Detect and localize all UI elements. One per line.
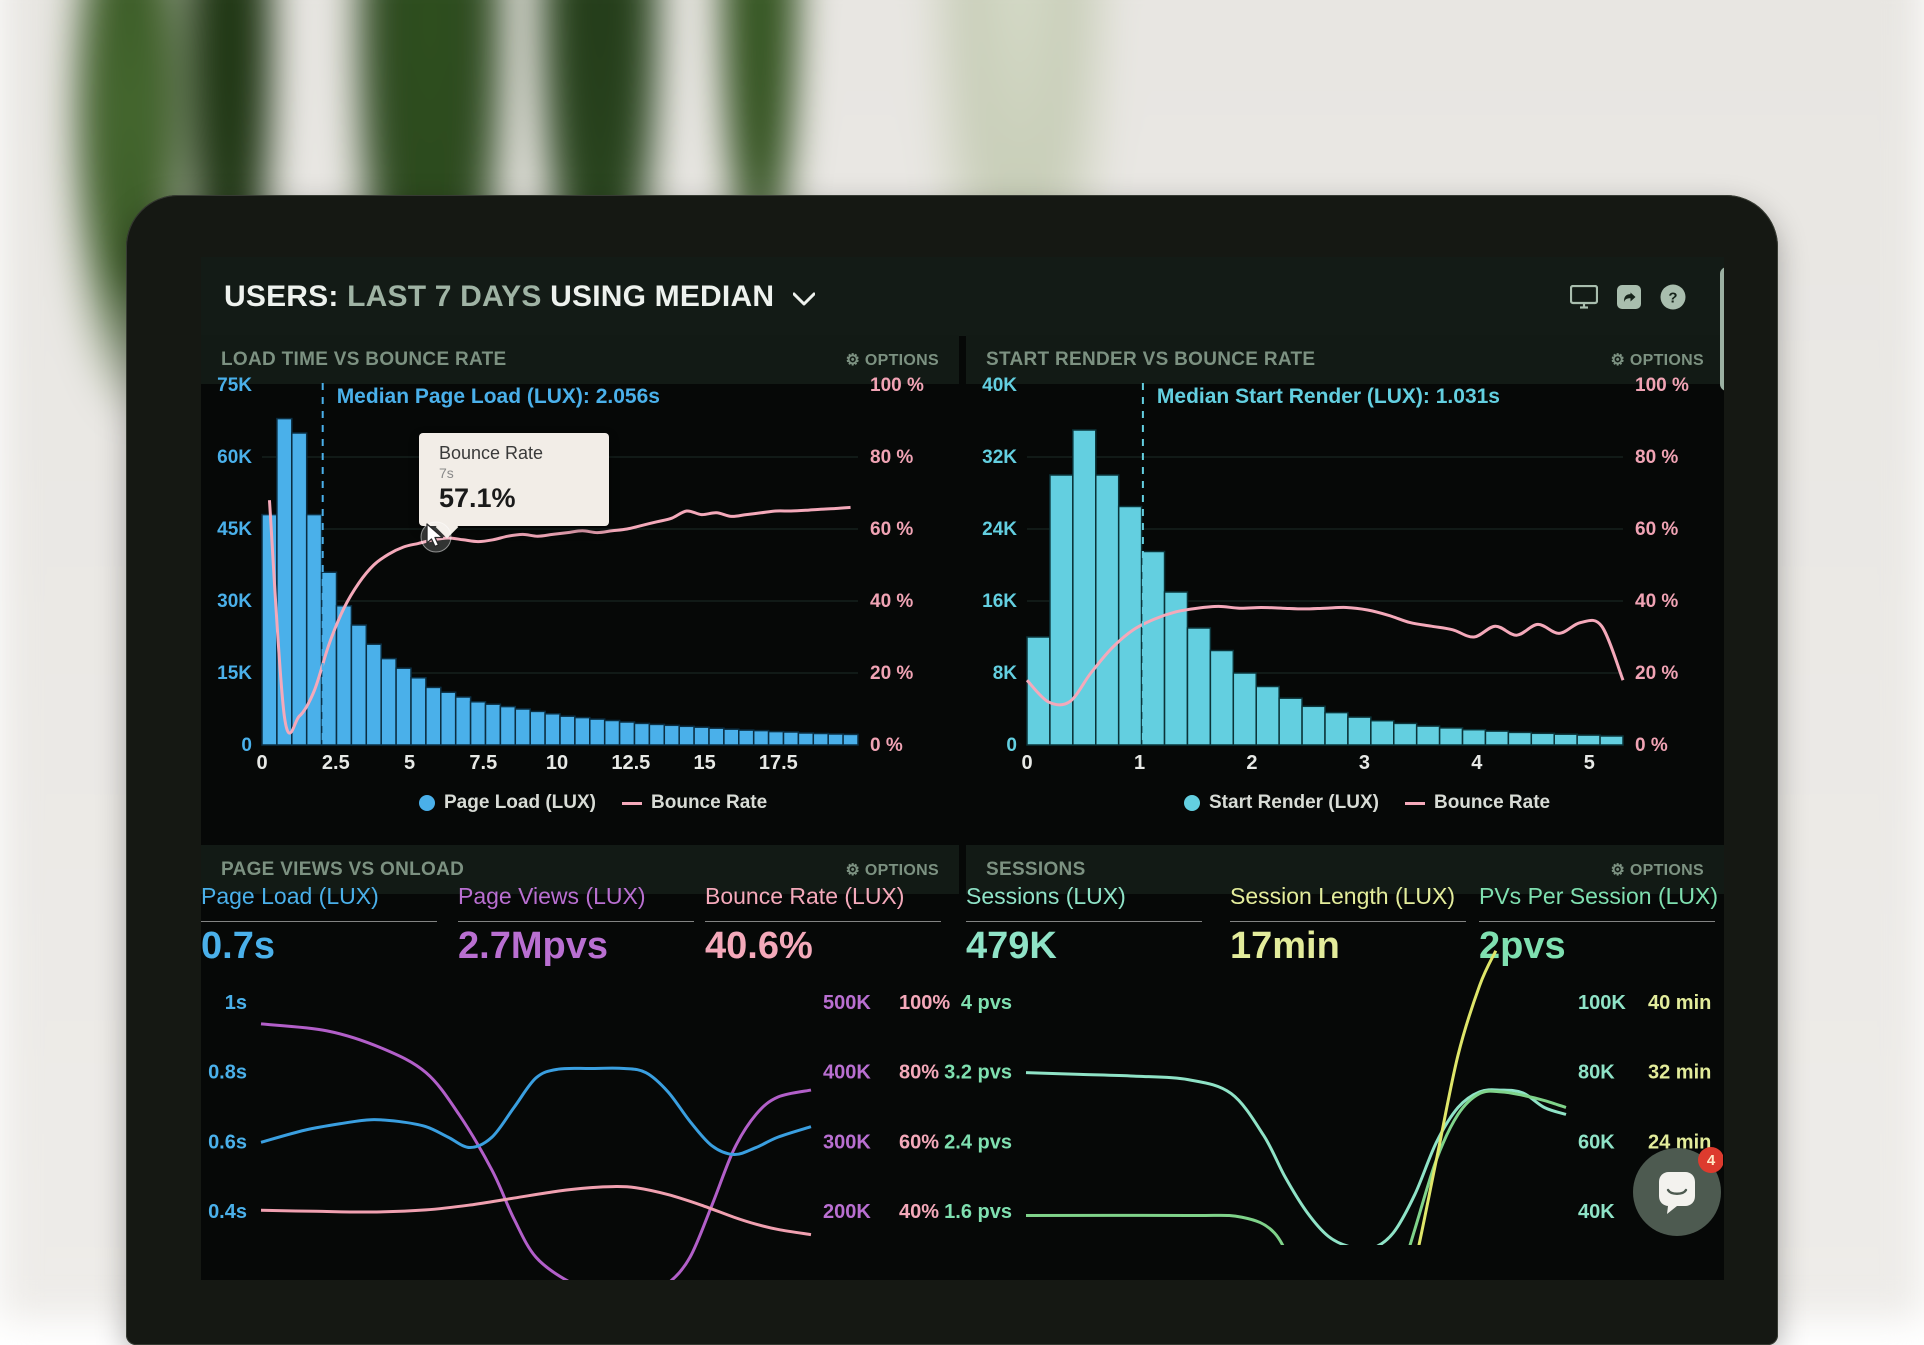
svg-text:7.5: 7.5 [469,752,497,774]
svg-text:1s: 1s [225,992,247,1014]
svg-text:45K: 45K [217,519,252,540]
svg-text:40K: 40K [982,375,1017,396]
svg-text:60 %: 60 % [1635,519,1678,540]
svg-text:4: 4 [1707,1152,1716,1169]
svg-text:2.4 pvs: 2.4 pvs [944,1131,1012,1153]
svg-text:0 %: 0 % [1635,735,1668,756]
svg-text:400K: 400K [823,1062,871,1084]
svg-text:24K: 24K [982,519,1017,540]
svg-text:0: 0 [1021,752,1032,774]
svg-text:20 %: 20 % [1635,663,1678,684]
svg-text:0.8s: 0.8s [208,1062,247,1084]
svg-text:8K: 8K [993,663,1018,684]
svg-text:17.5: 17.5 [759,752,798,774]
svg-text:80%: 80% [899,1062,939,1084]
svg-text:80K: 80K [1578,1062,1615,1084]
svg-text:60K: 60K [1578,1131,1615,1153]
svg-text:300K: 300K [823,1131,871,1153]
svg-text:?: ? [1668,289,1677,306]
svg-text:80 %: 80 % [870,447,913,468]
svg-text:10: 10 [546,752,568,774]
svg-text:75K: 75K [217,375,252,396]
svg-text:1: 1 [1134,752,1145,774]
svg-text:16K: 16K [982,591,1017,612]
svg-text:Median Page Load (LUX): 2.056s: Median Page Load (LUX): 2.056s [337,385,660,408]
svg-text:0 %: 0 % [870,735,903,756]
svg-text:5: 5 [1584,752,1595,774]
svg-text:40 %: 40 % [1635,591,1678,612]
svg-text:60 %: 60 % [870,519,913,540]
svg-text:100%: 100% [899,992,950,1014]
svg-text:3: 3 [1359,752,1370,774]
svg-text:0: 0 [256,752,267,774]
svg-text:2: 2 [1246,752,1257,774]
svg-text:4: 4 [1471,752,1483,774]
svg-text:30K: 30K [217,591,252,612]
svg-text:4 pvs: 4 pvs [961,992,1012,1014]
svg-text:60%: 60% [899,1131,939,1153]
svg-text:32K: 32K [982,447,1017,468]
svg-text:100K: 100K [1578,992,1626,1014]
svg-text:40%: 40% [899,1201,939,1223]
svg-text:40K: 40K [1578,1201,1615,1223]
svg-text:0.4s: 0.4s [208,1201,247,1223]
svg-text:0: 0 [241,735,252,756]
svg-text:12.5: 12.5 [611,752,650,774]
svg-text:40 min: 40 min [1648,992,1711,1014]
svg-text:2.5: 2.5 [322,752,350,774]
svg-text:32 min: 32 min [1648,1062,1711,1084]
svg-text:0: 0 [1006,735,1017,756]
svg-text:Median Start Render (LUX): 1.0: Median Start Render (LUX): 1.031s [1157,385,1500,408]
svg-text:200K: 200K [823,1201,871,1223]
svg-text:60K: 60K [217,447,252,468]
svg-text:5: 5 [404,752,415,774]
svg-text:3.2 pvs: 3.2 pvs [944,1062,1012,1084]
svg-text:15: 15 [693,752,715,774]
svg-text:1.6 pvs: 1.6 pvs [944,1201,1012,1223]
svg-text:0.6s: 0.6s [208,1131,247,1153]
svg-text:80 %: 80 % [1635,447,1678,468]
svg-text:500K: 500K [823,992,871,1014]
svg-text:100 %: 100 % [870,375,924,396]
svg-text:15K: 15K [217,663,252,684]
svg-text:100 %: 100 % [1635,375,1689,396]
svg-text:20 %: 20 % [870,663,913,684]
svg-text:40 %: 40 % [870,591,913,612]
